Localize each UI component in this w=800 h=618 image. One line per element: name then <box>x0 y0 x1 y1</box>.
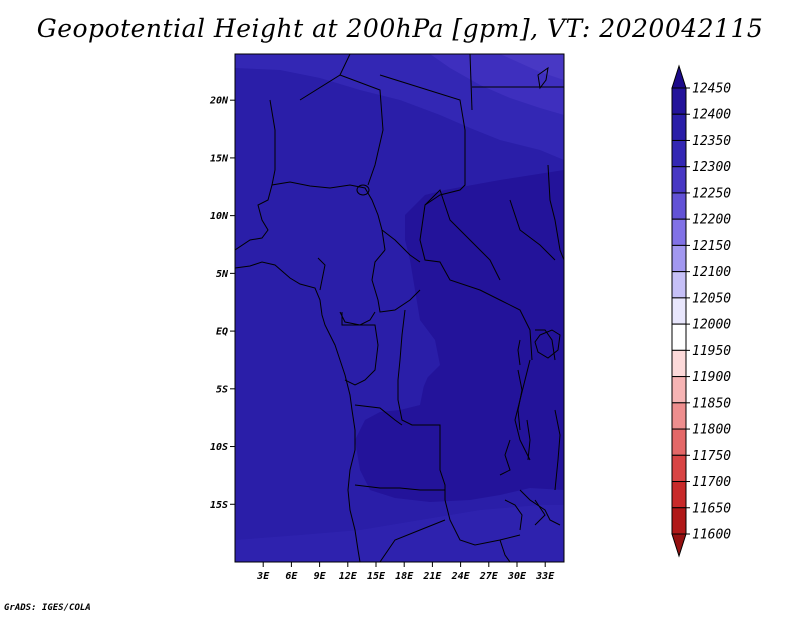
x-tick-label: 15E <box>367 571 386 582</box>
colorbar-label: 12250 <box>692 186 731 201</box>
colorbar-segment <box>671 218 687 246</box>
x-tick-label: 3E <box>256 571 270 582</box>
colorbar-segment <box>671 113 687 141</box>
colorbar-label: 11850 <box>692 396 731 411</box>
y-tick-label: 15S <box>210 500 228 511</box>
x-axis: 3E 6E 9E 12E 15E 18E 21E 24E 27E 30E 33E <box>256 562 555 582</box>
colorbar-top-arrow <box>671 64 687 89</box>
field-region-12250 <box>500 54 564 80</box>
y-tick-label: 5N <box>216 269 229 280</box>
colorbar-segment <box>671 244 687 273</box>
colorbar-segment <box>671 454 687 483</box>
colorbar-segment <box>671 481 687 509</box>
colorbar-segment <box>671 139 687 168</box>
x-tick-label: 12E <box>339 571 358 582</box>
colorbar-segment <box>671 507 687 535</box>
colorbar-segment <box>671 192 687 220</box>
colorbar-segment <box>671 271 687 299</box>
y-tick-label: 5S <box>216 384 228 395</box>
colorbar-label: 11750 <box>692 449 731 464</box>
credit-footer: GrADS: IGES/COLA <box>4 603 91 613</box>
lakes <box>356 66 561 461</box>
field-region-south <box>235 505 564 562</box>
field-region-12400 <box>355 170 564 502</box>
colorbar-segment <box>671 376 687 404</box>
y-tick-label: 20N <box>209 96 229 107</box>
colorbar-label: 12400 <box>692 108 731 123</box>
colorbar-label: 12150 <box>692 239 731 254</box>
country-borders <box>235 54 564 562</box>
colorbar-label: 12300 <box>692 160 731 175</box>
colorbar-segment <box>671 87 687 115</box>
chart-title: Geopotential Height at 200hPa [gpm], VT:… <box>36 14 764 43</box>
colorbar-label: 12450 <box>692 82 731 97</box>
x-tick-label: 21E <box>422 571 442 582</box>
colorbar-label: 12000 <box>692 318 731 333</box>
y-tick-label: 15N <box>210 153 229 164</box>
x-tick-label: 6E <box>285 571 298 582</box>
colorbar-label: 11650 <box>692 501 731 516</box>
y-axis: 20N 15N 10N 5N EQ 5S 10S 15S <box>209 96 235 511</box>
colorbar-bottom-arrow <box>671 533 687 558</box>
x-tick-label: 9E <box>314 571 327 582</box>
x-tick-label: 24E <box>451 571 471 582</box>
colorbar-segment <box>671 349 687 378</box>
colorbar: 12450 12400 12350 12300 12250 12200 12150 12100… <box>671 64 731 558</box>
colorbar-label: 12050 <box>692 291 731 306</box>
plot-frame <box>234 53 565 563</box>
x-tick-label: 33E <box>535 571 555 582</box>
colorbar-label: 11700 <box>692 475 731 490</box>
colorbar-label: 12100 <box>692 265 731 280</box>
x-tick-label: 18E <box>395 571 414 582</box>
y-tick-label: 10N <box>210 211 229 222</box>
colorbar-segment <box>671 297 687 325</box>
colorbar-segment <box>671 428 687 456</box>
field-region-12300b <box>430 54 564 115</box>
colorbar-label: 11600 <box>692 528 731 543</box>
colorbar-label: 11900 <box>692 370 731 385</box>
colorbar-label: 11950 <box>692 344 731 359</box>
colorbar-segment <box>671 323 687 351</box>
y-tick-label: EQ <box>216 327 228 338</box>
colorbar-segment <box>671 402 687 430</box>
x-tick-label: 27E <box>479 571 499 582</box>
field-region-12350-tongue <box>395 330 430 400</box>
colorbar-segment <box>671 166 687 194</box>
colorbar-label: 11800 <box>692 423 731 438</box>
colorbar-label: 12350 <box>692 134 731 149</box>
y-tick-label: 10S <box>210 442 228 453</box>
x-tick-label: 30E <box>507 571 527 582</box>
colorbar-label: 12200 <box>692 213 731 228</box>
height-field <box>235 54 564 562</box>
